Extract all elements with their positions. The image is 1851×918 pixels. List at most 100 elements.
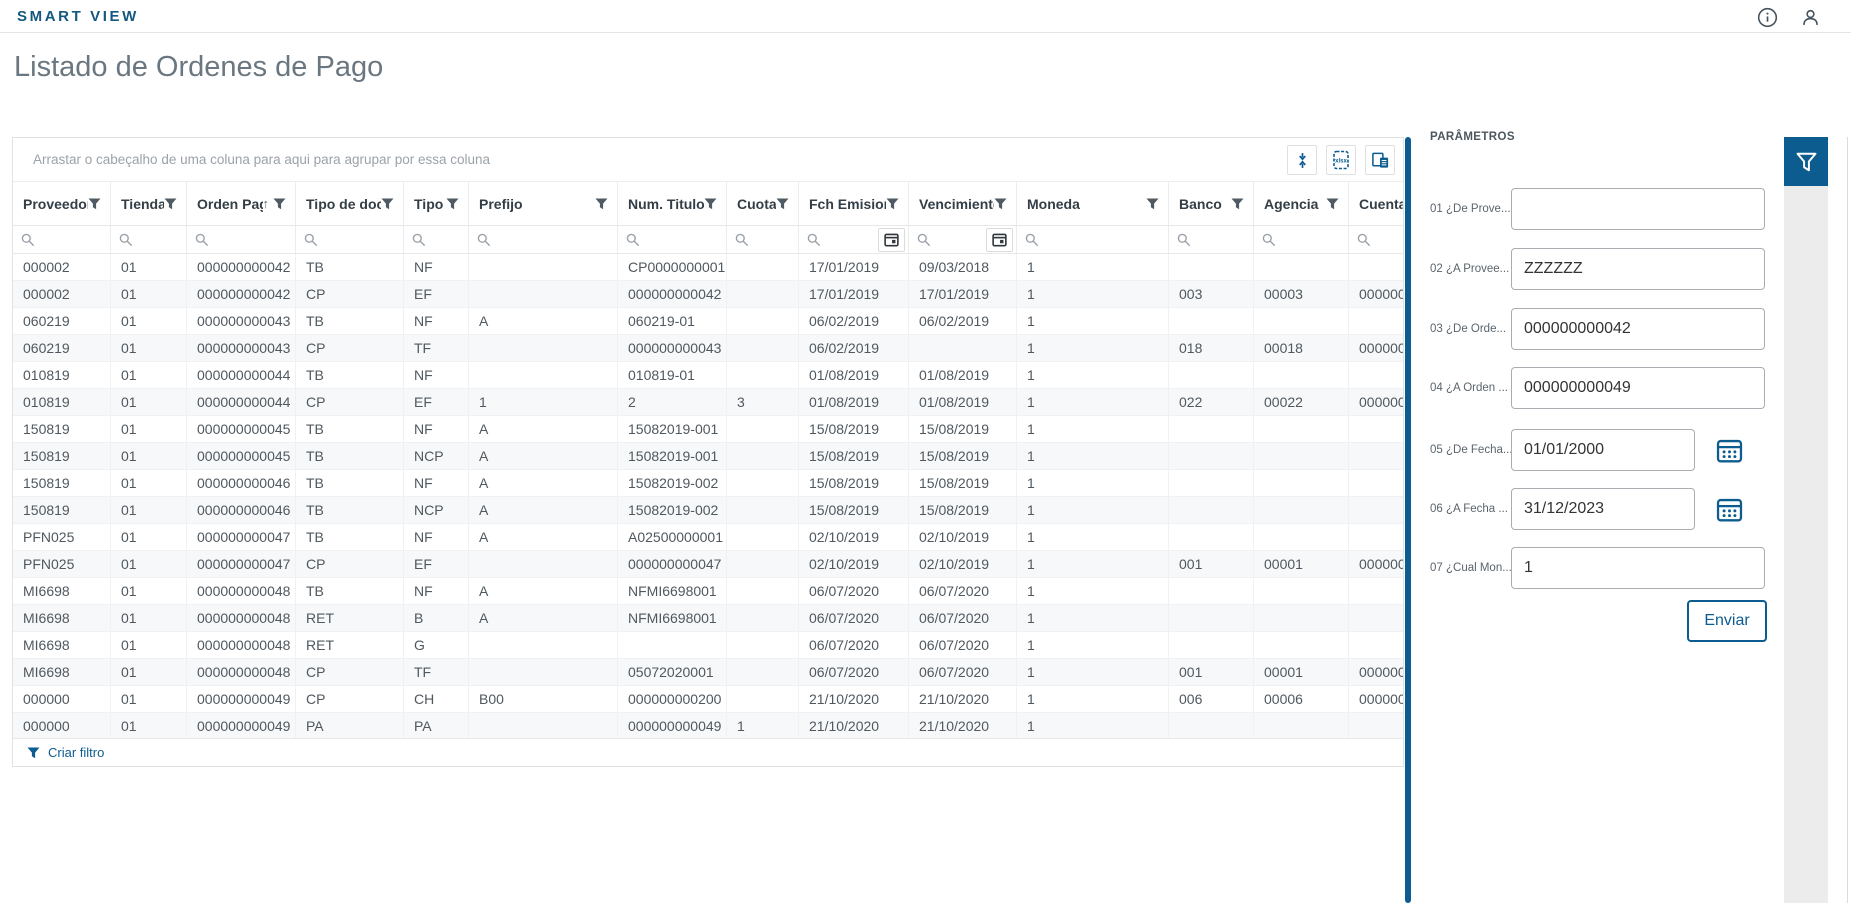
filter-input-agencia[interactable] [1276, 232, 1345, 247]
calendar-icon[interactable] [1716, 496, 1743, 523]
table-row[interactable]: MI6698 01 000000000048 RET B A NFMI6698001 06/0… [13, 605, 1403, 632]
column-header-num-titulo[interactable]: Num. Titulo [618, 182, 727, 225]
cell-num-titulo: NFMI6698001 [618, 605, 727, 632]
calendar-icon[interactable] [986, 227, 1013, 252]
cell-prefijo: A [469, 578, 618, 605]
header-filter-icon[interactable] [446, 198, 459, 210]
filter-input-tipo-de-doc[interactable] [318, 232, 400, 247]
cell-moneda: 1 [1017, 659, 1169, 686]
info-icon[interactable] [1756, 6, 1778, 28]
filter-input-cuota[interactable] [749, 232, 795, 247]
param-input-6[interactable] [1511, 488, 1695, 530]
param-input-4[interactable] [1511, 367, 1765, 409]
cell-tipo: NCP [404, 497, 469, 524]
header-filter-icon[interactable] [994, 198, 1007, 210]
table-row[interactable]: PFN025 01 000000000047 CP EF 000000000047 02/1… [13, 551, 1403, 578]
calendar-icon[interactable] [1716, 437, 1743, 464]
table-row[interactable]: 010819 01 000000000044 CP EF 1 2 3 01/08/2019 01/… [13, 389, 1403, 416]
table-row[interactable]: 000002 01 000000000042 TB NF CP0000000001 17/0… [13, 254, 1403, 281]
param-input-2[interactable] [1511, 248, 1765, 290]
export-xlsx-button[interactable]: xlsx [1326, 145, 1356, 175]
cell-vencimiento: 09/03/2018 [909, 254, 1017, 281]
header-filter-icon[interactable] [88, 198, 101, 210]
cell-fch-emision: 06/02/2019 [799, 308, 909, 335]
table-row[interactable]: 150819 01 000000000045 TB NCP A 15082019-001 15… [13, 443, 1403, 470]
table-row[interactable]: 150819 01 000000000046 TB NF A 15082019-002 15/… [13, 470, 1403, 497]
column-header-prefijo[interactable]: Prefijo [469, 182, 618, 225]
params-filter-toggle-button[interactable] [1784, 137, 1828, 186]
column-chooser-button[interactable] [1365, 145, 1395, 175]
header-filter-icon[interactable] [1231, 198, 1244, 210]
filter-input-proveedor[interactable] [35, 232, 107, 247]
filter-input-orden-pago[interactable] [209, 232, 292, 247]
cell-moneda: 1 [1017, 686, 1169, 713]
cell-tipo: NF [404, 470, 469, 497]
param-input-5[interactable] [1511, 429, 1695, 471]
column-header-fch-emision[interactable]: Fch Emision [799, 182, 909, 225]
cell-agencia [1254, 605, 1349, 632]
param-input-3[interactable] [1511, 308, 1765, 350]
column-header-moneda[interactable]: Moneda [1017, 182, 1169, 225]
filter-cell-tipo-de-doc [296, 226, 404, 253]
filter-input-banco[interactable] [1191, 232, 1250, 247]
column-header-tipo[interactable]: Tipo [404, 182, 469, 225]
column-header-tipo-de-doc[interactable]: Tipo de doc. [296, 182, 404, 225]
panel-splitter[interactable] [1405, 137, 1411, 903]
column-header-banco[interactable]: Banco [1169, 182, 1254, 225]
filter-input-tienda[interactable] [133, 232, 183, 247]
filter-input-fch-emision[interactable] [821, 232, 878, 247]
cell-fch-emision: 21/10/2020 [799, 713, 909, 740]
filter-input-num-titulo[interactable] [640, 232, 723, 247]
filter-input-tipo[interactable] [426, 232, 465, 247]
header-filter-icon[interactable] [776, 198, 789, 210]
param-input-7[interactable] [1511, 547, 1765, 589]
header-filter-icon[interactable] [164, 198, 177, 210]
cell-cuota [727, 551, 799, 578]
table-row[interactable]: 000002 01 000000000042 CP EF 000000000042 17/0… [13, 281, 1403, 308]
calendar-icon[interactable] [878, 227, 905, 252]
cell-cuota [727, 659, 799, 686]
table-row[interactable]: PFN025 01 000000000047 TB NF A A02500000001 02/… [13, 524, 1403, 551]
table-row[interactable]: MI6698 01 000000000048 RET G 06/07/2020 06/07/… [13, 632, 1403, 659]
header-filter-icon[interactable] [595, 198, 608, 210]
user-icon[interactable] [1799, 6, 1821, 28]
table-row[interactable]: 060219 01 000000000043 CP TF 000000000043 06/0… [13, 335, 1403, 362]
header-filter-icon[interactable] [1146, 198, 1159, 210]
header-filter-icon[interactable] [273, 198, 286, 210]
cell-orden-pago: 000000000042 [187, 254, 296, 281]
cell-tienda: 01 [111, 686, 187, 713]
cell-prefijo: A [469, 416, 618, 443]
header-filter-icon[interactable] [886, 198, 899, 210]
header-filter-icon[interactable] [704, 198, 717, 210]
table-row[interactable]: 150819 01 000000000046 TB NCP A 15082019-002 15… [13, 497, 1403, 524]
filter-input-cuenta[interactable] [1371, 232, 1403, 247]
cell-fch-emision: 02/10/2019 [799, 524, 909, 551]
column-header-vencimiento[interactable]: Vencimiento [909, 182, 1017, 225]
header-filter-icon[interactable] [381, 198, 394, 210]
cell-agencia: 00018 [1254, 335, 1349, 362]
cell-orden-pago: 000000000046 [187, 497, 296, 524]
cell-num-titulo [618, 632, 727, 659]
filter-input-prefijo[interactable] [491, 232, 614, 247]
create-filter-button[interactable]: Criar filtro [13, 738, 1403, 766]
table-row[interactable]: MI6698 01 000000000048 CP TF 05072020001 06/07… [13, 659, 1403, 686]
table-row[interactable]: 000000 01 000000000049 PA PA 000000000049 1 21/… [13, 713, 1403, 740]
table-row[interactable]: 000000 01 000000000049 CP CH B00 000000000200 2… [13, 686, 1403, 713]
column-header-cuenta[interactable]: Cuenta [1349, 182, 1403, 225]
column-caption: Tipo de doc. [306, 195, 381, 212]
param-input-1[interactable] [1511, 188, 1765, 230]
table-row[interactable]: 060219 01 000000000043 TB NF A 060219-01 06/02/… [13, 308, 1403, 335]
enviar-button[interactable]: Enviar [1687, 600, 1767, 642]
column-header-agencia[interactable]: Agencia [1254, 182, 1349, 225]
header-filter-icon[interactable] [1326, 198, 1339, 210]
table-row[interactable]: 150819 01 000000000045 TB NF A 15082019-001 15/… [13, 416, 1403, 443]
column-header-cuota[interactable]: Cuota [727, 182, 799, 225]
table-row[interactable]: 010819 01 000000000044 TB NF 010819-01 01/08/2… [13, 362, 1403, 389]
column-header-proveedor[interactable]: Proveedor [13, 182, 111, 225]
filter-input-vencimiento[interactable] [931, 232, 986, 247]
table-row[interactable]: MI6698 01 000000000048 TB NF A NFMI6698001 06/0… [13, 578, 1403, 605]
filter-input-moneda[interactable] [1039, 232, 1165, 247]
column-header-orden-pago[interactable]: Orden Pago↑ [187, 182, 296, 225]
collapse-rows-button[interactable] [1287, 145, 1317, 175]
column-header-tienda[interactable]: Tienda [111, 182, 187, 225]
